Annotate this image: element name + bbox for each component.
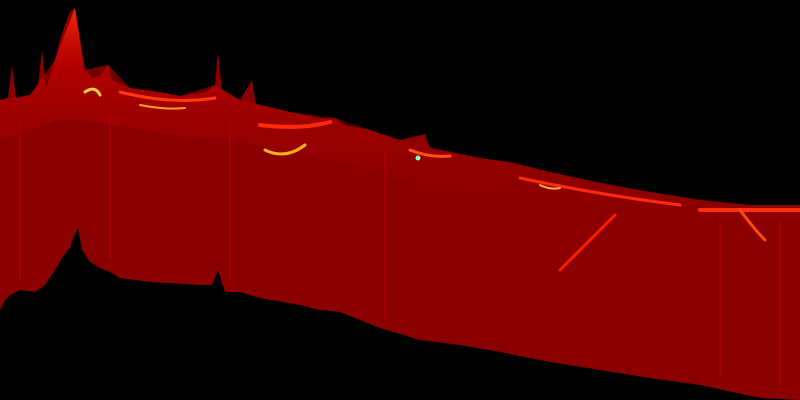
bright-streak xyxy=(408,148,452,158)
bright-layers xyxy=(83,87,800,272)
bright-streak xyxy=(83,87,102,97)
bright-streak xyxy=(258,120,332,129)
bright-streak xyxy=(139,104,186,110)
bright-streak xyxy=(118,90,217,102)
vertical-streaks xyxy=(19,110,781,390)
bright-streak xyxy=(738,208,767,242)
bright-streak xyxy=(518,176,682,207)
near-surface-glow xyxy=(0,8,800,245)
bright-streak xyxy=(539,184,561,190)
bright-streak xyxy=(558,213,617,272)
bright-spot xyxy=(415,155,421,161)
bright-streak xyxy=(263,143,307,156)
